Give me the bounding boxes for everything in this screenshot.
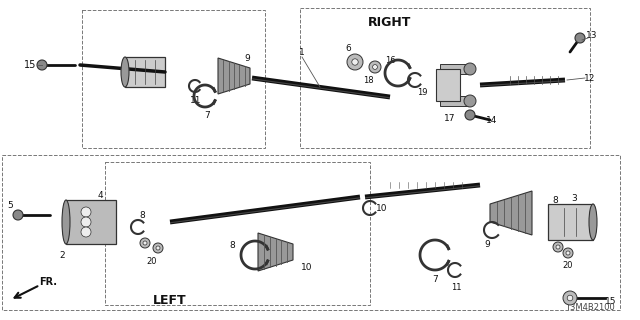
Circle shape bbox=[369, 61, 381, 73]
Text: 17: 17 bbox=[444, 114, 456, 123]
Text: 15: 15 bbox=[605, 298, 616, 307]
Circle shape bbox=[464, 63, 476, 75]
Text: 12: 12 bbox=[584, 74, 596, 83]
Text: 8: 8 bbox=[552, 196, 558, 204]
Circle shape bbox=[465, 110, 475, 120]
Circle shape bbox=[372, 65, 378, 69]
Text: 20: 20 bbox=[563, 260, 573, 269]
Text: 11: 11 bbox=[451, 283, 461, 292]
Bar bbox=[436, 69, 460, 101]
Text: 2: 2 bbox=[59, 251, 65, 260]
Circle shape bbox=[13, 210, 23, 220]
Bar bbox=[440, 96, 470, 106]
Circle shape bbox=[143, 241, 147, 245]
Text: 6: 6 bbox=[345, 44, 351, 52]
Text: FR.: FR. bbox=[39, 277, 57, 287]
Circle shape bbox=[81, 217, 91, 227]
Circle shape bbox=[153, 243, 163, 253]
Bar bbox=[125, 57, 165, 87]
Text: 19: 19 bbox=[417, 87, 428, 97]
Ellipse shape bbox=[589, 204, 597, 240]
Circle shape bbox=[347, 54, 363, 70]
Text: 8: 8 bbox=[139, 211, 145, 220]
Text: RIGHT: RIGHT bbox=[368, 15, 412, 28]
Text: 16: 16 bbox=[385, 55, 396, 65]
Bar bbox=[105, 162, 370, 305]
Text: T3M4B2100: T3M4B2100 bbox=[565, 303, 615, 313]
Text: 10: 10 bbox=[376, 204, 388, 212]
Text: 10: 10 bbox=[301, 263, 313, 273]
Text: 8: 8 bbox=[229, 241, 235, 250]
Polygon shape bbox=[490, 191, 532, 235]
Circle shape bbox=[553, 242, 563, 252]
Text: 11: 11 bbox=[190, 95, 202, 105]
Bar bbox=[300, 8, 590, 148]
Text: 3: 3 bbox=[571, 194, 577, 203]
Bar bbox=[548, 204, 593, 240]
Polygon shape bbox=[218, 58, 250, 94]
Circle shape bbox=[556, 245, 560, 249]
Text: 9: 9 bbox=[244, 53, 250, 62]
Text: 5: 5 bbox=[7, 201, 13, 210]
Circle shape bbox=[567, 295, 573, 301]
Circle shape bbox=[156, 246, 160, 250]
Ellipse shape bbox=[62, 200, 70, 244]
Circle shape bbox=[575, 33, 585, 43]
Circle shape bbox=[140, 238, 150, 248]
Bar bbox=[82, 10, 265, 148]
Text: 4: 4 bbox=[97, 190, 103, 199]
Circle shape bbox=[464, 95, 476, 107]
Text: 9: 9 bbox=[484, 239, 490, 249]
Text: 14: 14 bbox=[486, 116, 498, 124]
Bar bbox=[440, 64, 470, 74]
Text: 7: 7 bbox=[204, 110, 210, 119]
Text: 15: 15 bbox=[24, 60, 36, 70]
Bar bbox=[2, 155, 620, 310]
Circle shape bbox=[563, 248, 573, 258]
Ellipse shape bbox=[121, 57, 129, 87]
Text: LEFT: LEFT bbox=[153, 293, 187, 307]
Text: 1: 1 bbox=[299, 47, 305, 57]
Circle shape bbox=[81, 227, 91, 237]
Circle shape bbox=[563, 291, 577, 305]
Circle shape bbox=[566, 251, 570, 255]
Text: 13: 13 bbox=[586, 30, 598, 39]
Text: 20: 20 bbox=[147, 258, 157, 267]
Circle shape bbox=[81, 207, 91, 217]
Text: 18: 18 bbox=[363, 76, 373, 84]
Circle shape bbox=[37, 60, 47, 70]
Bar bbox=[66, 200, 116, 244]
Polygon shape bbox=[258, 233, 293, 271]
Circle shape bbox=[352, 59, 358, 65]
Text: 7: 7 bbox=[432, 276, 438, 284]
